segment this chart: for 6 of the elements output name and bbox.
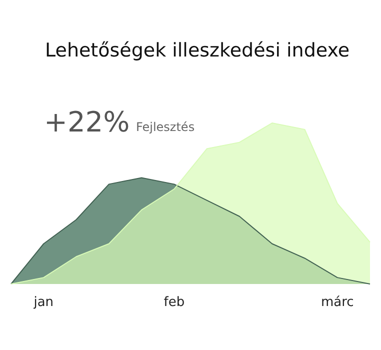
chart-title: Lehetőségek illeszkedési indexe <box>45 40 350 62</box>
x-tick-label: feb <box>164 295 185 310</box>
annotation: +22% <box>44 106 130 138</box>
x-tick-label: márc <box>320 295 354 310</box>
x-tick-label: jan <box>32 295 54 310</box>
annotation: Fejlesztés <box>136 120 195 134</box>
